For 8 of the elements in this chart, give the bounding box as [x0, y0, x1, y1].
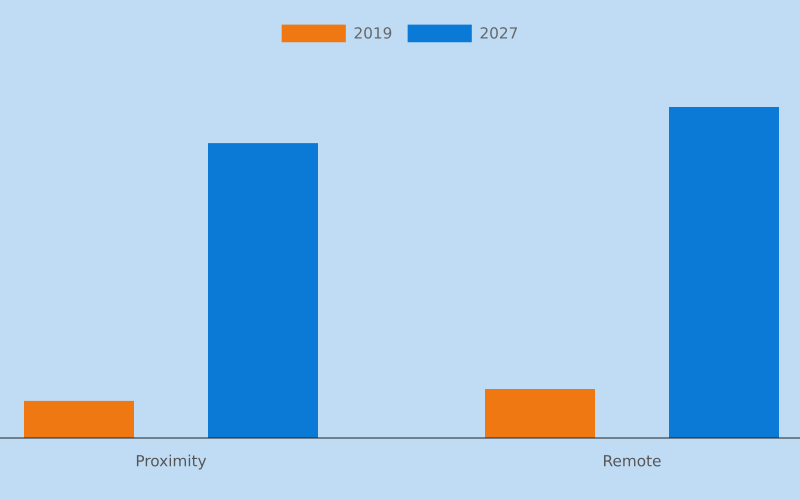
legend-label: 2027 — [480, 27, 518, 39]
bar — [669, 107, 779, 438]
legend-label: 2019 — [354, 27, 392, 39]
x-tick-label: Proximity — [136, 454, 206, 470]
x-tick-label: Remote — [604, 455, 661, 466]
bar — [24, 400, 134, 438]
bar — [485, 389, 595, 438]
bar — [208, 143, 318, 438]
